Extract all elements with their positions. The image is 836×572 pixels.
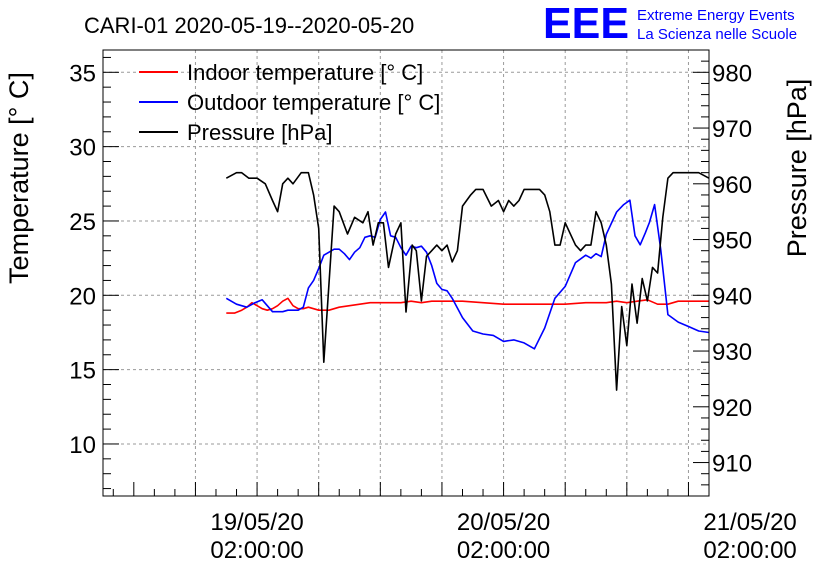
left-tick-label: 35 <box>69 60 96 87</box>
grid <box>103 50 709 496</box>
left-tick-label: 20 <box>69 283 96 310</box>
legend-label-outdoor: Outdoor temperature [° C] <box>187 90 440 115</box>
x-tick-time-label: 02:00:00 <box>210 537 303 564</box>
x-tick-time-label: 02:00:00 <box>703 537 796 564</box>
y-axis-label-right: Pressure [hPa] <box>782 79 812 258</box>
right-tick-label: 970 <box>712 116 752 143</box>
legend-label-pressure: Pressure [hPa] <box>187 120 333 145</box>
legend: Indoor temperature [° C] Outdoor tempera… <box>139 60 440 145</box>
right-tick-label: 930 <box>712 339 752 366</box>
series-line-pressure <box>225 171 710 391</box>
logo-line-2: La Scienza nelle Scuole <box>637 26 797 43</box>
right-tick-label: 980 <box>712 60 752 87</box>
left-tick-label: 30 <box>69 135 96 162</box>
series-line-outdoor-temperature <box>225 199 710 350</box>
left-tick-label: 10 <box>69 432 96 459</box>
eee-logo: EEE Extreme Energy Events La Scienza nel… <box>543 0 797 48</box>
right-tick-label: 950 <box>712 228 752 255</box>
x-tick-time-label: 02:00:00 <box>457 537 550 564</box>
series-layer <box>225 171 710 391</box>
x-tick-date-label: 19/05/20 <box>210 509 303 536</box>
left-tick-label: 25 <box>69 209 96 236</box>
right-tick-label: 920 <box>712 395 752 422</box>
chart-title: CARI-01 2020-05-19--2020-05-20 <box>84 13 414 38</box>
right-tick-label: 960 <box>712 172 752 199</box>
logo-line-1: Extreme Energy Events <box>637 7 795 24</box>
x-tick-date-label: 20/05/20 <box>457 509 550 536</box>
y-axis-label-left: Temperature [° C] <box>4 72 34 284</box>
legend-label-indoor: Indoor temperature [° C] <box>187 60 423 85</box>
right-tick-label: 940 <box>712 283 752 310</box>
left-tick-label: 15 <box>69 358 96 385</box>
axes: 10 15 20 25 30 35 910 920 930 940 950 960 970 980 19/0… <box>69 49 797 564</box>
series-line-indoor-temperature <box>226 297 709 314</box>
right-tick-label: 910 <box>712 451 752 478</box>
x-tick-date-label: 21/05/20 <box>703 509 796 536</box>
eee-logo-mark: EEE <box>543 0 629 48</box>
